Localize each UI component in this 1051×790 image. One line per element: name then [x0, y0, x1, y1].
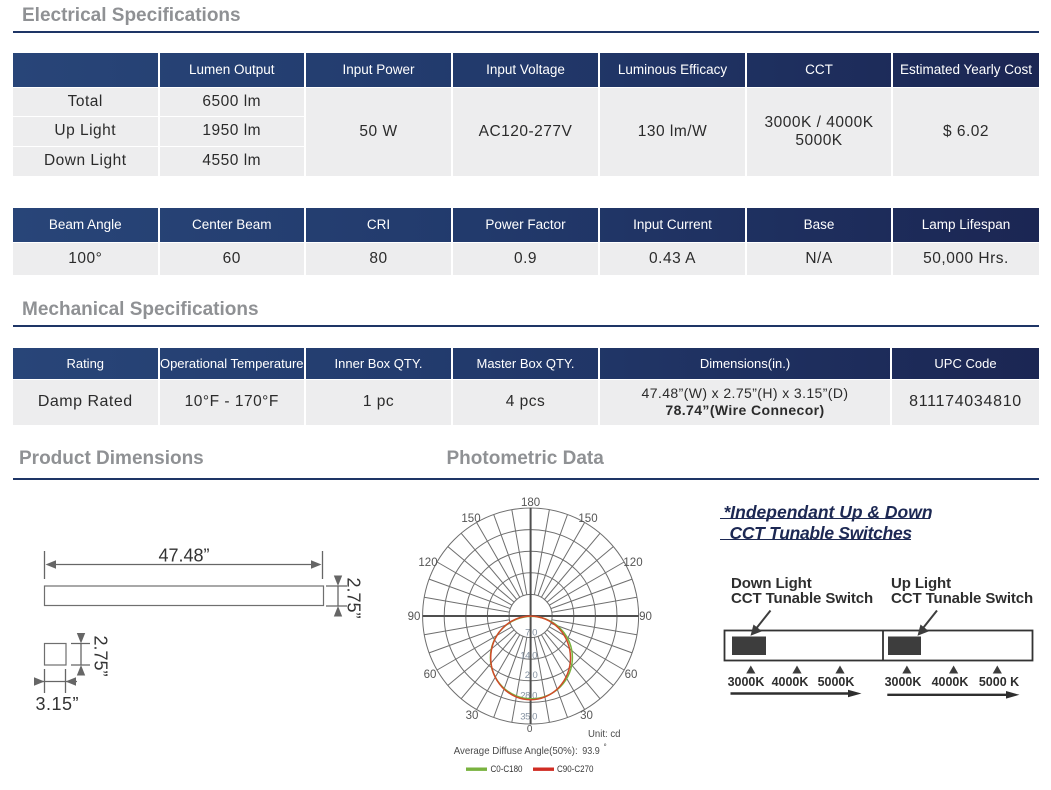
svg-text:35: 35 [520, 712, 530, 723]
svg-text:C90-C270: C90-C270 [557, 764, 594, 775]
svg-text:0: 0 [532, 691, 537, 702]
svg-text:90: 90 [639, 611, 652, 623]
svg-text:60: 60 [424, 669, 437, 681]
svg-text:14: 14 [520, 651, 530, 662]
svg-text:30: 30 [580, 710, 593, 722]
svg-text:2: 2 [525, 670, 530, 681]
svg-text:0: 0 [532, 651, 537, 662]
svg-text:0: 0 [533, 670, 538, 681]
svg-text:2.75”: 2.75” [90, 636, 110, 677]
svg-text:3.15”: 3.15” [36, 694, 80, 714]
svg-text:°: ° [604, 743, 607, 752]
svg-text:Average Diffuse Angle(50%):: Average Diffuse Angle(50%): [454, 745, 578, 757]
svg-text:90: 90 [408, 611, 421, 623]
svg-text:28: 28 [520, 691, 530, 702]
svg-text:0: 0 [532, 712, 537, 723]
svg-text:93.9: 93.9 [582, 745, 600, 757]
svg-text:60: 60 [625, 669, 638, 681]
svg-text:120: 120 [623, 557, 642, 569]
svg-text:120: 120 [418, 557, 437, 569]
svg-text:30: 30 [466, 710, 479, 722]
svg-text:0: 0 [532, 628, 537, 639]
svg-text:47.48”: 47.48” [158, 546, 209, 566]
svg-text:Unit: cd: Unit: cd [588, 728, 621, 740]
svg-text:C0-C180: C0-C180 [491, 764, 523, 775]
svg-text:0: 0 [527, 724, 533, 735]
svg-text:2.75”: 2.75” [343, 578, 363, 619]
svg-text:150: 150 [461, 513, 480, 525]
svg-text:180: 180 [521, 497, 540, 509]
svg-text:7: 7 [525, 628, 530, 639]
svg-text:150: 150 [578, 513, 597, 525]
